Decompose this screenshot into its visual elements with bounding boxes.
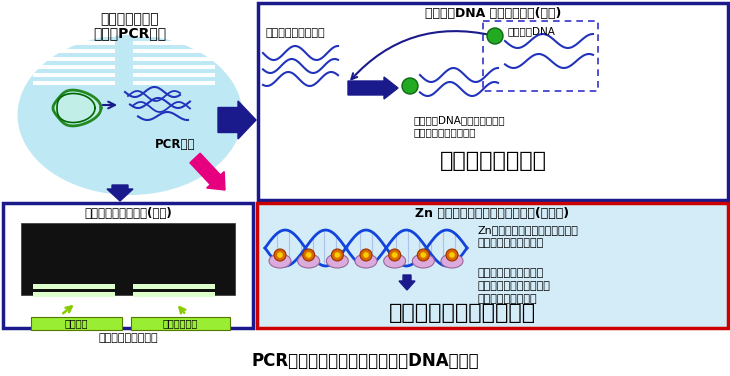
Ellipse shape	[412, 254, 434, 268]
Text: 迅速・簡便な検出が可能: 迅速・簡便な検出が可能	[389, 303, 536, 323]
FancyBboxPatch shape	[133, 292, 215, 297]
Text: 標的産物: 標的産物	[65, 318, 88, 329]
Circle shape	[306, 252, 312, 258]
FancyBboxPatch shape	[33, 57, 115, 61]
FancyBboxPatch shape	[133, 65, 215, 69]
Text: 微生物の標的遺: 微生物の標的遺	[101, 12, 159, 26]
FancyBboxPatch shape	[33, 81, 115, 85]
Text: で効率よく結合する: で効率よく結合する	[477, 294, 537, 304]
Text: PCR産物: PCR産物	[155, 138, 195, 151]
FancyBboxPatch shape	[33, 73, 115, 77]
Text: プローブDNA: プローブDNA	[507, 26, 555, 36]
Polygon shape	[53, 90, 101, 126]
Text: 非特異増幅物: 非特異増幅物	[163, 318, 198, 329]
FancyBboxPatch shape	[33, 41, 115, 45]
Ellipse shape	[355, 254, 377, 268]
Circle shape	[274, 249, 286, 261]
Ellipse shape	[441, 254, 463, 268]
Ellipse shape	[298, 254, 320, 268]
Circle shape	[420, 252, 426, 258]
FancyArrow shape	[399, 275, 415, 290]
FancyBboxPatch shape	[133, 25, 215, 29]
FancyBboxPatch shape	[21, 223, 235, 295]
FancyBboxPatch shape	[33, 49, 115, 53]
Ellipse shape	[384, 254, 406, 268]
Ellipse shape	[326, 254, 348, 268]
Ellipse shape	[269, 254, 291, 268]
Text: 見分けがつかない！: 見分けがつかない！	[99, 333, 158, 343]
Circle shape	[392, 252, 398, 258]
FancyBboxPatch shape	[133, 284, 215, 289]
Text: 二本鎖の解離が必須: 二本鎖の解離が必須	[266, 28, 326, 38]
FancyBboxPatch shape	[33, 284, 115, 289]
Text: 二本鎖の解離過程が必: 二本鎖の解離過程が必	[477, 268, 543, 278]
Circle shape	[363, 252, 369, 258]
Text: Zn フィンガー蛋白質による検出(本申請): Zn フィンガー蛋白質による検出(本申請)	[415, 207, 569, 220]
Text: プローブDNA を用いた検出(従来): プローブDNA を用いた検出(従来)	[425, 7, 561, 20]
FancyBboxPatch shape	[133, 57, 215, 61]
FancyArrow shape	[348, 77, 398, 99]
Text: 煩雑で効率が悪い: 煩雑で効率が悪い	[439, 151, 547, 171]
Circle shape	[360, 249, 372, 261]
FancyArrow shape	[218, 101, 256, 139]
Circle shape	[334, 252, 340, 258]
Text: 配列特異的に直接結合: 配列特異的に直接結合	[477, 238, 543, 248]
FancyBboxPatch shape	[133, 49, 215, 53]
FancyBboxPatch shape	[483, 21, 598, 91]
Circle shape	[446, 249, 458, 261]
FancyBboxPatch shape	[33, 65, 115, 69]
FancyBboxPatch shape	[133, 73, 215, 77]
FancyArrow shape	[107, 185, 133, 201]
Circle shape	[277, 252, 283, 258]
Circle shape	[388, 249, 401, 261]
Circle shape	[331, 249, 343, 261]
Text: Znフィンガー蛋白質は二本鎖に: Znフィンガー蛋白質は二本鎖に	[477, 225, 578, 235]
Circle shape	[303, 249, 315, 261]
FancyArrow shape	[190, 153, 225, 190]
FancyBboxPatch shape	[33, 25, 115, 29]
Text: プローブDNAより元の二本鎖: プローブDNAより元の二本鎖	[413, 115, 504, 125]
FancyBboxPatch shape	[31, 317, 122, 330]
Circle shape	[449, 252, 455, 258]
Circle shape	[402, 78, 418, 94]
Text: 要なく、かつ強い結合能: 要なく、かつ強い結合能	[477, 281, 550, 291]
Circle shape	[487, 28, 503, 44]
Text: PCR増幅による病原性微生物のDNA検出法: PCR増幅による病原性微生物のDNA検出法	[251, 352, 479, 370]
FancyBboxPatch shape	[131, 317, 230, 330]
FancyBboxPatch shape	[133, 33, 215, 37]
FancyBboxPatch shape	[133, 41, 215, 45]
FancyBboxPatch shape	[33, 292, 115, 297]
Text: のほうが会合しやすい: のほうが会合しやすい	[413, 127, 475, 137]
FancyBboxPatch shape	[258, 3, 728, 200]
FancyBboxPatch shape	[257, 203, 728, 328]
FancyBboxPatch shape	[3, 203, 253, 328]
FancyBboxPatch shape	[133, 81, 215, 85]
Text: 電気泳動による確認(従来): 電気泳動による確認(従来)	[84, 207, 172, 220]
FancyBboxPatch shape	[33, 33, 115, 37]
Ellipse shape	[18, 35, 242, 195]
Circle shape	[418, 249, 429, 261]
Text: 伝子のPCR増幅: 伝子のPCR増幅	[93, 26, 166, 40]
